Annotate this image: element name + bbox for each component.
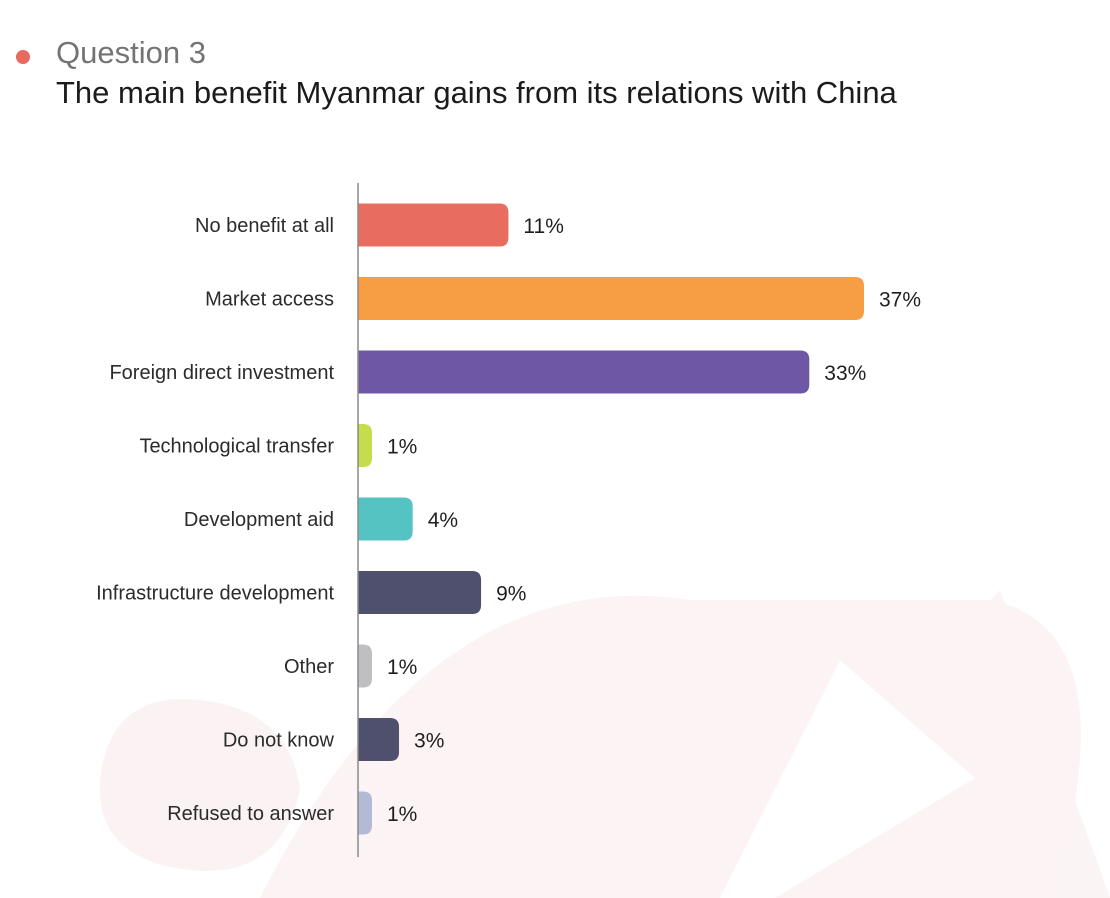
bar <box>358 644 372 688</box>
value-label: 1% <box>387 803 417 826</box>
category-label: Foreign direct investment <box>109 362 334 384</box>
bar <box>358 718 400 761</box>
value-label: 11% <box>523 215 563 238</box>
bar <box>358 497 413 541</box>
category-label: Do not know <box>223 730 335 752</box>
value-label: 37% <box>879 289 921 312</box>
bar <box>358 350 810 394</box>
value-label: 33% <box>824 362 866 385</box>
category-label: Other <box>284 656 334 678</box>
category-label: No benefit at all <box>195 215 334 237</box>
bar <box>358 277 864 320</box>
category-label: Market access <box>205 289 334 311</box>
question-label: Question 3 <box>56 35 206 70</box>
value-label: 4% <box>428 509 458 532</box>
bar <box>358 791 372 835</box>
value-label: 1% <box>387 656 417 679</box>
category-label: Development aid <box>184 509 334 531</box>
bar <box>358 571 482 614</box>
category-label: Infrastructure development <box>96 583 334 605</box>
category-label: Refused to answer <box>167 803 334 825</box>
value-label: 9% <box>496 583 526 606</box>
bullet-icon <box>16 50 30 64</box>
category-label: Technological transfer <box>139 436 334 458</box>
value-label: 3% <box>414 730 444 753</box>
bar <box>358 203 509 247</box>
value-label: 1% <box>387 436 417 459</box>
bar <box>358 424 372 467</box>
question-title: The main benefit Myanmar gains from its … <box>56 75 897 110</box>
